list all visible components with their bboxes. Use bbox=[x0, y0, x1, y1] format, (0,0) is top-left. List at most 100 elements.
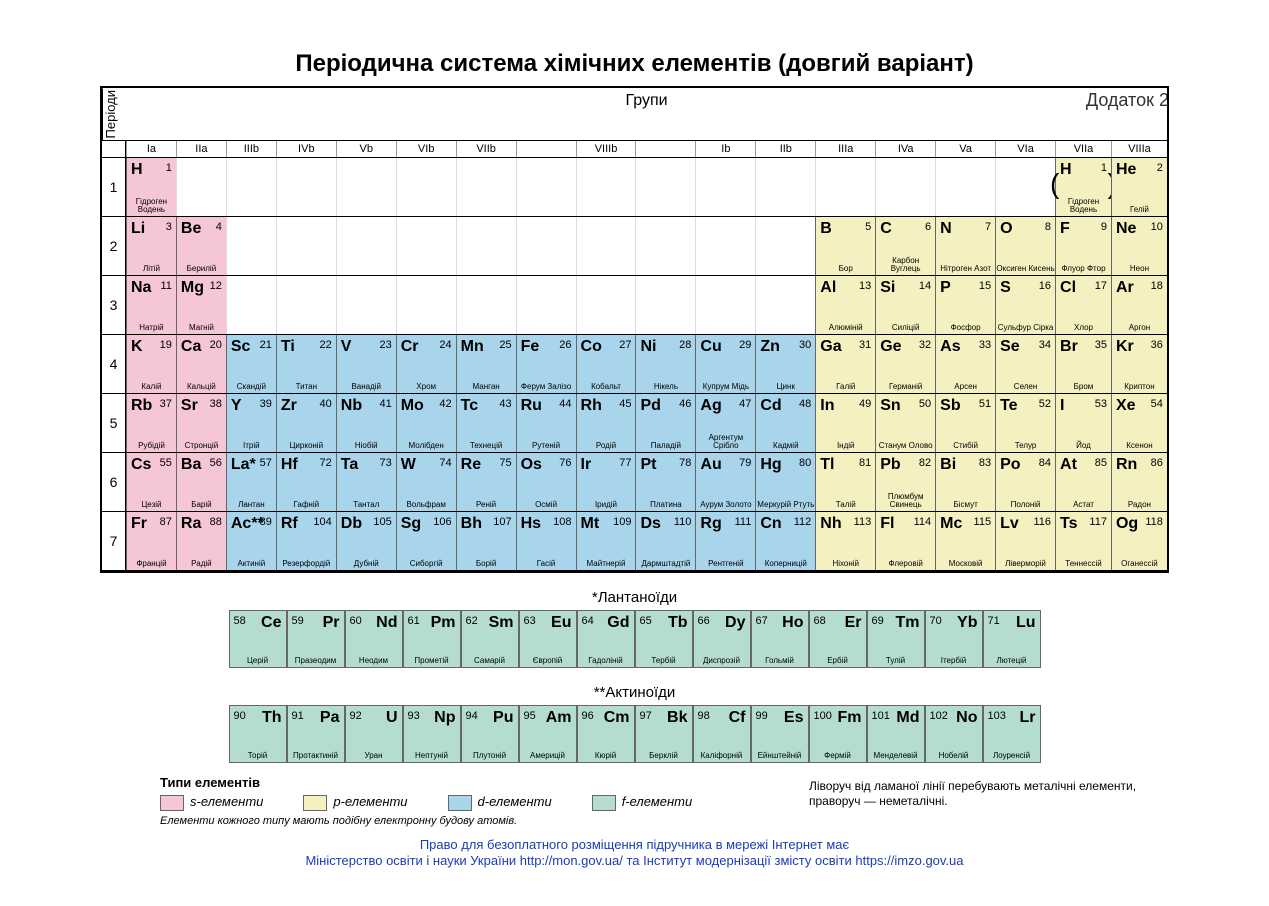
element-cell: Na11Натрій bbox=[126, 276, 176, 334]
element-name: Рубідій bbox=[127, 442, 176, 450]
element-cell: S16Сульфур Сірка bbox=[995, 276, 1055, 334]
element-symbol: P bbox=[940, 279, 951, 297]
element-cell: P15Фосфор bbox=[935, 276, 995, 334]
empty-cell bbox=[695, 217, 755, 275]
element-cell: Al13Алюміній bbox=[815, 276, 875, 334]
atomic-number: 55 bbox=[160, 457, 172, 469]
element-symbol: Ho bbox=[782, 614, 803, 632]
element-symbol: Ga bbox=[820, 338, 841, 356]
element-name: Берклій bbox=[636, 752, 692, 760]
element-cell: Cs55Цезій bbox=[126, 453, 176, 511]
element-name: Кальцій bbox=[177, 383, 226, 391]
element-cell: Tc43Технецій bbox=[456, 394, 516, 452]
legend-label: f-елементи bbox=[622, 794, 693, 809]
atomic-number: 60 bbox=[350, 615, 362, 627]
main-title: Періодична система хімічних елементів (д… bbox=[0, 50, 1269, 78]
element-symbol: Te bbox=[1000, 397, 1017, 415]
element-symbol: Nd bbox=[376, 614, 397, 632]
element-symbol: Cr bbox=[401, 338, 419, 356]
element-name: Рутеній bbox=[517, 442, 576, 450]
element-name: Празеодим bbox=[288, 657, 344, 665]
element-name: Манган bbox=[457, 383, 516, 391]
period-number: 1 bbox=[102, 158, 126, 216]
period-row: 7Fr87ФранційRa88РадійAc**89АктинійRf104Р… bbox=[102, 512, 1167, 571]
empty-cell bbox=[995, 158, 1055, 216]
element-cell: Pt78Платина bbox=[635, 453, 695, 511]
element-symbol: Cl bbox=[1060, 279, 1076, 297]
atomic-number: 51 bbox=[979, 398, 991, 410]
element-name: Протактиній bbox=[288, 752, 344, 760]
element-symbol: Pu bbox=[493, 709, 513, 727]
element-symbol: Ca bbox=[181, 338, 201, 356]
element-name: Коперницій bbox=[756, 560, 815, 568]
empty-cell bbox=[336, 276, 396, 334]
atomic-number: 15 bbox=[979, 280, 991, 292]
element-name: Гелій bbox=[1112, 206, 1167, 214]
element-name: Ейнштейній bbox=[752, 752, 808, 760]
element-cell: Ge32Германій bbox=[875, 335, 935, 393]
element-cell: 100FmФермій bbox=[809, 705, 867, 763]
element-symbol: Ti bbox=[281, 338, 295, 356]
element-symbol: Ce bbox=[261, 614, 281, 632]
atomic-number: 40 bbox=[320, 398, 332, 410]
element-symbol: Pb bbox=[880, 456, 900, 474]
atomic-number: 79 bbox=[739, 457, 751, 469]
element-name: Криптон bbox=[1112, 383, 1167, 391]
element-name: Лантан bbox=[227, 501, 276, 509]
atomic-number: 54 bbox=[1151, 398, 1163, 410]
atomic-number: 70 bbox=[930, 615, 942, 627]
element-cell: 97BkБерклій bbox=[635, 705, 693, 763]
atomic-number: 118 bbox=[1145, 516, 1163, 528]
element-name: Теннессій bbox=[1056, 560, 1111, 568]
element-name: Аргентум Срібло bbox=[696, 434, 755, 450]
atomic-number: 110 bbox=[674, 516, 692, 528]
element-cell: As33Арсен bbox=[935, 335, 995, 393]
element-name: Осмій bbox=[517, 501, 576, 509]
group-header: IVb bbox=[276, 141, 336, 157]
atomic-number: 17 bbox=[1095, 280, 1107, 292]
element-cell: Ca20Кальцій bbox=[176, 335, 226, 393]
element-cell: Sc21Скандій bbox=[226, 335, 276, 393]
empty-cell bbox=[516, 158, 576, 216]
element-cell: At85Астат bbox=[1055, 453, 1111, 511]
element-name: Оксиген Кисень bbox=[996, 265, 1055, 273]
atomic-number: 1 bbox=[1101, 162, 1107, 174]
group-header: IIa bbox=[176, 141, 226, 157]
element-cell: 96CmКюрій bbox=[577, 705, 635, 763]
empty-cell bbox=[695, 276, 755, 334]
group-header: Va bbox=[935, 141, 995, 157]
element-symbol: Sb bbox=[940, 397, 960, 415]
element-name: Полоній bbox=[996, 501, 1055, 509]
element-symbol: Tm bbox=[896, 614, 920, 632]
element-name: Скандій bbox=[227, 383, 276, 391]
atomic-number: 47 bbox=[739, 398, 751, 410]
element-cell: Sn50Станум Олово bbox=[875, 394, 935, 452]
period-number: 3 bbox=[102, 276, 126, 334]
element-symbol: C bbox=[880, 220, 892, 238]
atomic-number: 30 bbox=[799, 339, 811, 351]
element-symbol: Bk bbox=[667, 709, 687, 727]
element-cell: 68ErЕрбій bbox=[809, 610, 867, 668]
element-symbol: Sm bbox=[489, 614, 514, 632]
legend-item: d-елементи bbox=[448, 794, 552, 811]
element-cell: Y39Ітрій bbox=[226, 394, 276, 452]
element-symbol: Pm bbox=[431, 614, 456, 632]
element-cell: 65TbТербій bbox=[635, 610, 693, 668]
element-symbol: Cn bbox=[760, 515, 781, 533]
element-name: Алюміній bbox=[816, 324, 875, 332]
element-name: Прометій bbox=[404, 657, 460, 665]
element-symbol: Eu bbox=[551, 614, 571, 632]
atomic-number: 19 bbox=[160, 339, 172, 351]
element-name: Нікель bbox=[636, 383, 695, 391]
element-symbol: Pr bbox=[323, 614, 340, 632]
atomic-number: 115 bbox=[974, 516, 992, 528]
element-cell: Ra88Радій bbox=[176, 512, 226, 570]
element-name: Гольмій bbox=[752, 657, 808, 665]
element-symbol: Ne bbox=[1116, 220, 1136, 238]
empty-cell bbox=[276, 217, 336, 275]
atomic-number: 41 bbox=[379, 398, 391, 410]
element-cell: Mt109Майтнерій bbox=[576, 512, 636, 570]
element-name: Торій bbox=[230, 752, 286, 760]
element-name: Родій bbox=[577, 442, 636, 450]
element-name: Цезій bbox=[127, 501, 176, 509]
